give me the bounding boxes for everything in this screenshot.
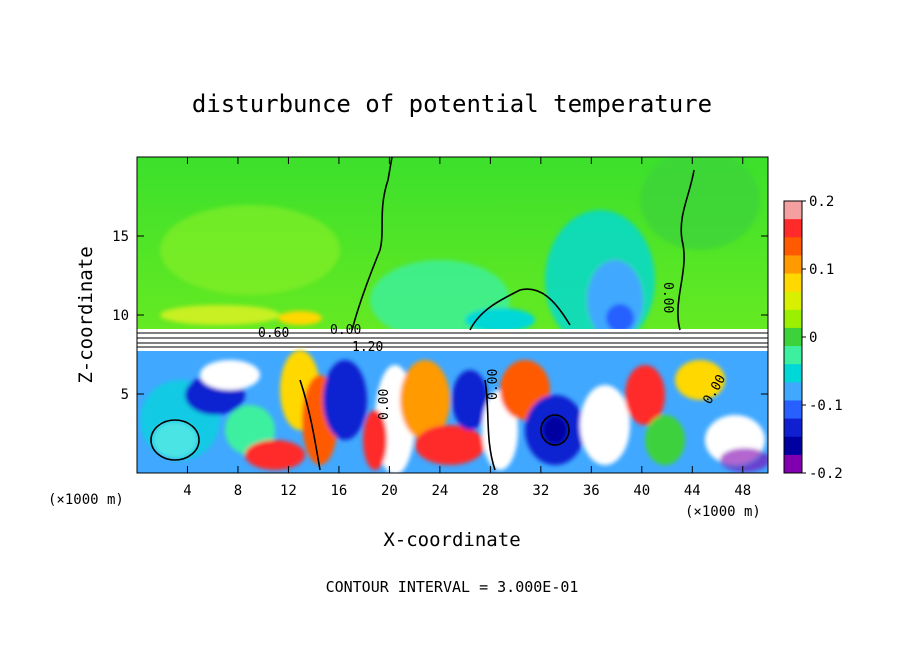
- x-tick-label: 48: [734, 483, 751, 499]
- y-axis-label: Z-coordinate: [75, 246, 97, 383]
- x-unit-left: (×1000 m): [48, 492, 124, 508]
- x-axis: 4 8 12 16 20 24 28 32 36 40 44 48: [183, 157, 751, 499]
- x-tick-label: 28: [482, 483, 499, 499]
- y-axis: 5 10 15: [112, 229, 768, 403]
- x-tick-label: 12: [280, 483, 297, 499]
- colorbar-tick-label: -0.2: [809, 466, 843, 482]
- x-tick-label: 44: [684, 483, 701, 499]
- colorbar-swatch: [784, 400, 802, 420]
- chart-title: disturbunce of potential temperature: [192, 90, 712, 118]
- colorbar: 0.2 0.1 0 -0.1 -0.2: [783, 194, 843, 482]
- colorbar-tick-label: 0.1: [809, 262, 834, 278]
- colorbar-swatch: [784, 201, 802, 220]
- colorbar-swatch: [784, 382, 802, 401]
- colorbar-swatch: [784, 364, 802, 383]
- colorbar-swatch: [784, 418, 802, 438]
- lower-field: [140, 350, 768, 473]
- colorbar-swatch: [784, 327, 802, 347]
- colorbar-tick-label: -0.1: [809, 398, 843, 414]
- colorbar-swatch: [784, 255, 802, 275]
- x-tick-label: 20: [381, 483, 398, 499]
- colorbar-swatch: [784, 436, 802, 456]
- colorbar-tick-label: 0.2: [809, 194, 834, 210]
- x-unit-right: (×1000 m): [685, 504, 761, 520]
- x-tick-label: 24: [431, 483, 448, 499]
- x-tick-label: 8: [234, 483, 242, 499]
- colorbar-swatch: [784, 273, 802, 293]
- contour-label: 0.00: [330, 323, 361, 338]
- colorbar-swatch: [784, 219, 802, 238]
- x-tick-label: 36: [583, 483, 600, 499]
- contour-label: 0.00: [660, 282, 675, 313]
- contour-interval-note: CONTOUR INTERVAL = 3.000E-01: [326, 578, 579, 596]
- plot-area: [137, 157, 768, 473]
- x-tick-label: 4: [183, 483, 191, 499]
- upper-field: [160, 157, 760, 350]
- contour-lines: [150, 157, 695, 471]
- colorbar-swatch: [784, 291, 802, 311]
- contour-label: 1.20: [352, 340, 383, 355]
- contour-label: 0.00: [377, 389, 392, 420]
- x-tick-label: 32: [532, 483, 549, 499]
- colorbar-swatch: [784, 309, 802, 329]
- colorbar-swatch: [784, 237, 802, 256]
- y-tick-label: 10: [112, 308, 129, 324]
- contour-label: 0.60: [258, 326, 289, 341]
- y-tick-label: 5: [121, 387, 129, 403]
- colorbar-swatch: [784, 346, 802, 365]
- colorbar-tick-label: 0: [809, 330, 817, 346]
- x-tick-label: 16: [330, 483, 347, 499]
- x-axis-label: X-coordinate: [383, 529, 520, 551]
- colorbar-swatch: [784, 454, 802, 474]
- x-tick-label: 40: [633, 483, 650, 499]
- contour-label: 0.00: [486, 369, 501, 400]
- y-tick-label: 15: [112, 229, 129, 245]
